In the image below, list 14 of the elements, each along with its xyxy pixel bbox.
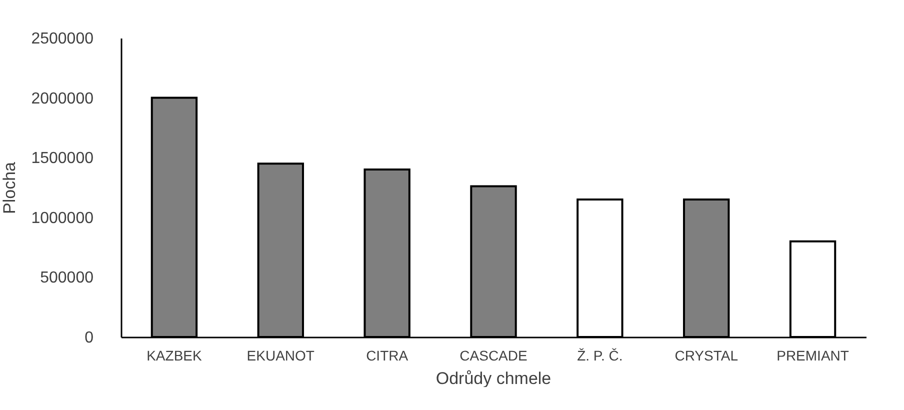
x-tick-label: CITRA [366,348,409,364]
x-tick-label: EKUANOT [246,348,315,364]
x-tick-label: PREMIANT [776,348,850,364]
y-tick-label: 500000 [40,270,94,287]
y-tick-label: 2000000 [31,90,94,108]
x-tick-label: CRYSTAL [674,348,738,364]
x-tick-label: Ž. P. Č. [577,348,623,364]
y-axis-title: Plocha [0,161,20,214]
y-tick-label: 2500000 [31,30,94,48]
x-tick-label: KAZBEK [146,348,202,364]
y-tick-label: 1500000 [31,150,94,168]
y-tick-label: 0 [84,330,94,346]
y-tick-label: 1000000 [31,210,94,227]
x-tick-label: CASCADE [460,348,528,364]
